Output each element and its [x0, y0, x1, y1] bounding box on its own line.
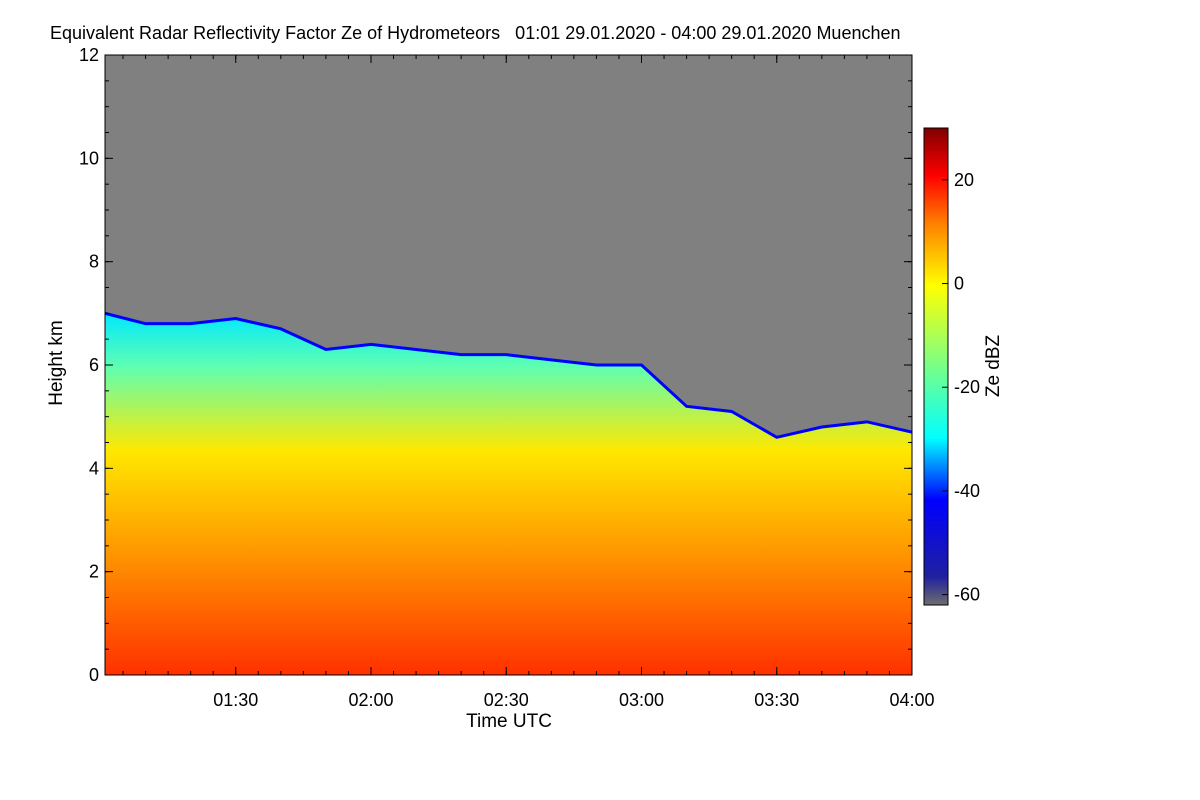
x-tick-label: 01:30	[213, 690, 258, 710]
colorbar-tick-label: -20	[954, 377, 980, 397]
cloud-top-edge	[105, 311, 912, 439]
y-tick-label: 6	[89, 355, 99, 375]
chart-title: Equivalent Radar Reflectivity Factor Ze …	[50, 23, 901, 43]
y-tick-label: 2	[89, 562, 99, 582]
y-tick-label: 10	[79, 148, 99, 168]
x-tick-label: 03:00	[619, 690, 664, 710]
y-tick-label: 0	[89, 665, 99, 685]
colorbar	[923, 127, 949, 606]
y-axis: 0 2 4 6 8 10 12	[79, 45, 912, 685]
y-axis-label: Height km	[46, 320, 67, 406]
x-tick-label: 02:30	[484, 690, 529, 710]
echo-area	[105, 313, 912, 675]
x-tick-label: 02:00	[348, 690, 393, 710]
echo-layer	[105, 311, 912, 675]
x-axis-label: Time UTC	[466, 711, 552, 732]
colorbar-tick-label: -40	[954, 481, 980, 501]
colorbar-axis: 20 0 -20 -40 -60	[942, 170, 980, 605]
y-tick-label: 4	[89, 458, 99, 478]
colorbar-tick-label: 0	[954, 274, 964, 294]
colorbar-tick-label: 20	[954, 170, 974, 190]
y-tick-label: 8	[89, 252, 99, 272]
y-tick-label: 12	[79, 45, 99, 65]
colorbar-tick-label: -60	[954, 585, 980, 605]
colorbar-label: Ze dBZ	[983, 334, 1004, 397]
x-tick-label: 03:30	[754, 690, 799, 710]
x-tick-label: 04:00	[889, 690, 934, 710]
x-axis: 01:30 02:00 02:30 03:00 03:30 04:00	[122, 55, 935, 710]
